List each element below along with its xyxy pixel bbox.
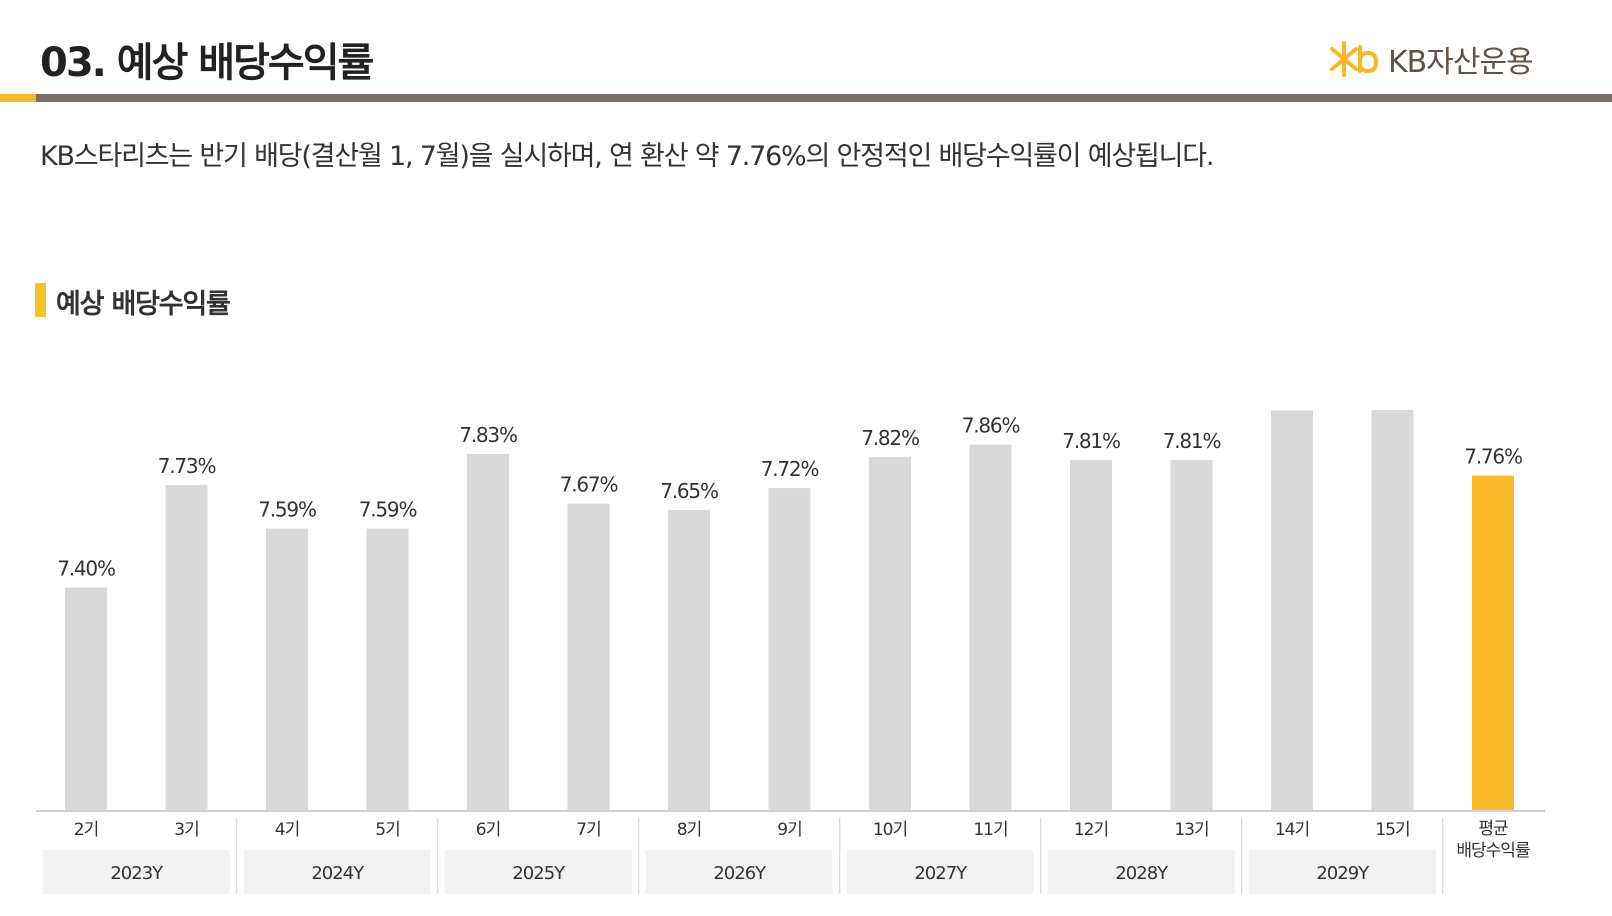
year-label: 2025Y (512, 863, 566, 884)
bar (768, 488, 811, 810)
bar (467, 453, 509, 810)
data-label: 7.76% (1464, 445, 1522, 469)
data-label: 7.65% (660, 479, 718, 503)
data-label: 7.40% (57, 557, 115, 581)
year-box (42, 850, 230, 894)
tick-label: 평균 배당수익률 (1456, 819, 1530, 861)
tick-label: 10기 (873, 820, 907, 840)
bar (366, 528, 409, 810)
bar (1070, 460, 1112, 810)
data-label: 7.82% (861, 426, 919, 450)
data-label: 7.81% (1062, 429, 1120, 453)
year-label: 2028Y (1115, 863, 1169, 884)
dividend-yield-chart: 7.40% 2기 7.73% 3기 7.59% 4기 7.59% 5기 7.83% 6기 7.67%… (36, 410, 1545, 894)
data-label: 7.73% (158, 454, 216, 478)
bar (65, 587, 107, 810)
data-label: 7.67% (560, 473, 618, 497)
tick-label: 2기 (74, 820, 98, 840)
year-label: 2029Y (1316, 863, 1370, 884)
section-title: 예상 배당수익률 (56, 289, 231, 320)
bar (1170, 460, 1213, 810)
header-rule (0, 94, 1612, 102)
year-label: 2023Y (110, 863, 164, 884)
bar (1371, 410, 1414, 810)
data-label: 7.72% (761, 457, 819, 481)
year-label: 2026Y (713, 863, 767, 884)
year-box (1248, 850, 1436, 894)
data-label: 7.59% (258, 498, 316, 522)
tick-label: 15기 (1375, 820, 1409, 840)
tick-label: 8기 (677, 820, 701, 840)
tick-label: 3기 (174, 820, 198, 840)
year-box (846, 850, 1034, 894)
data-label: 7.59% (359, 498, 417, 522)
bar (969, 444, 1012, 810)
header-rule-accent (0, 94, 36, 102)
year-box (1047, 850, 1235, 894)
year-label: 2024Y (311, 863, 365, 884)
tick-label: 14기 (1275, 820, 1309, 840)
bar (869, 456, 911, 810)
tick-label: 13기 (1174, 820, 1208, 840)
year-label: 2027Y (914, 863, 968, 884)
year-box (444, 850, 632, 894)
tick-label: 11기 (973, 820, 1007, 840)
tick-label: 4기 (275, 820, 299, 840)
data-label: 7.86% (962, 414, 1020, 438)
year-box (645, 850, 833, 894)
tick-label: 12기 (1074, 820, 1108, 840)
kb-star-logo-icon (1330, 41, 1379, 77)
tick-label: 9기 (777, 820, 801, 840)
data-label: 7.81% (1163, 429, 1221, 453)
bar (165, 484, 208, 810)
bar (567, 503, 610, 810)
kb-logo: KB자산운용 (1330, 38, 1534, 80)
logo-text: KB자산운용 (1388, 45, 1534, 80)
bar (668, 509, 710, 810)
data-label: 7.83% (459, 423, 517, 447)
tick-label: 5기 (375, 820, 399, 840)
bar (266, 528, 308, 810)
year-box (243, 850, 431, 894)
bar-average (1472, 475, 1514, 810)
section-marker (35, 283, 46, 317)
tick-label: 7기 (576, 820, 600, 840)
tick-label: 6기 (476, 820, 500, 840)
bar (1271, 410, 1313, 810)
page-title: 03. 예상 배당수익률 (40, 40, 374, 86)
summary-text: KB스타리츠는 반기 배당(결산월 1, 7월)을 실시하며, 연 환산 약 7… (40, 141, 1214, 172)
